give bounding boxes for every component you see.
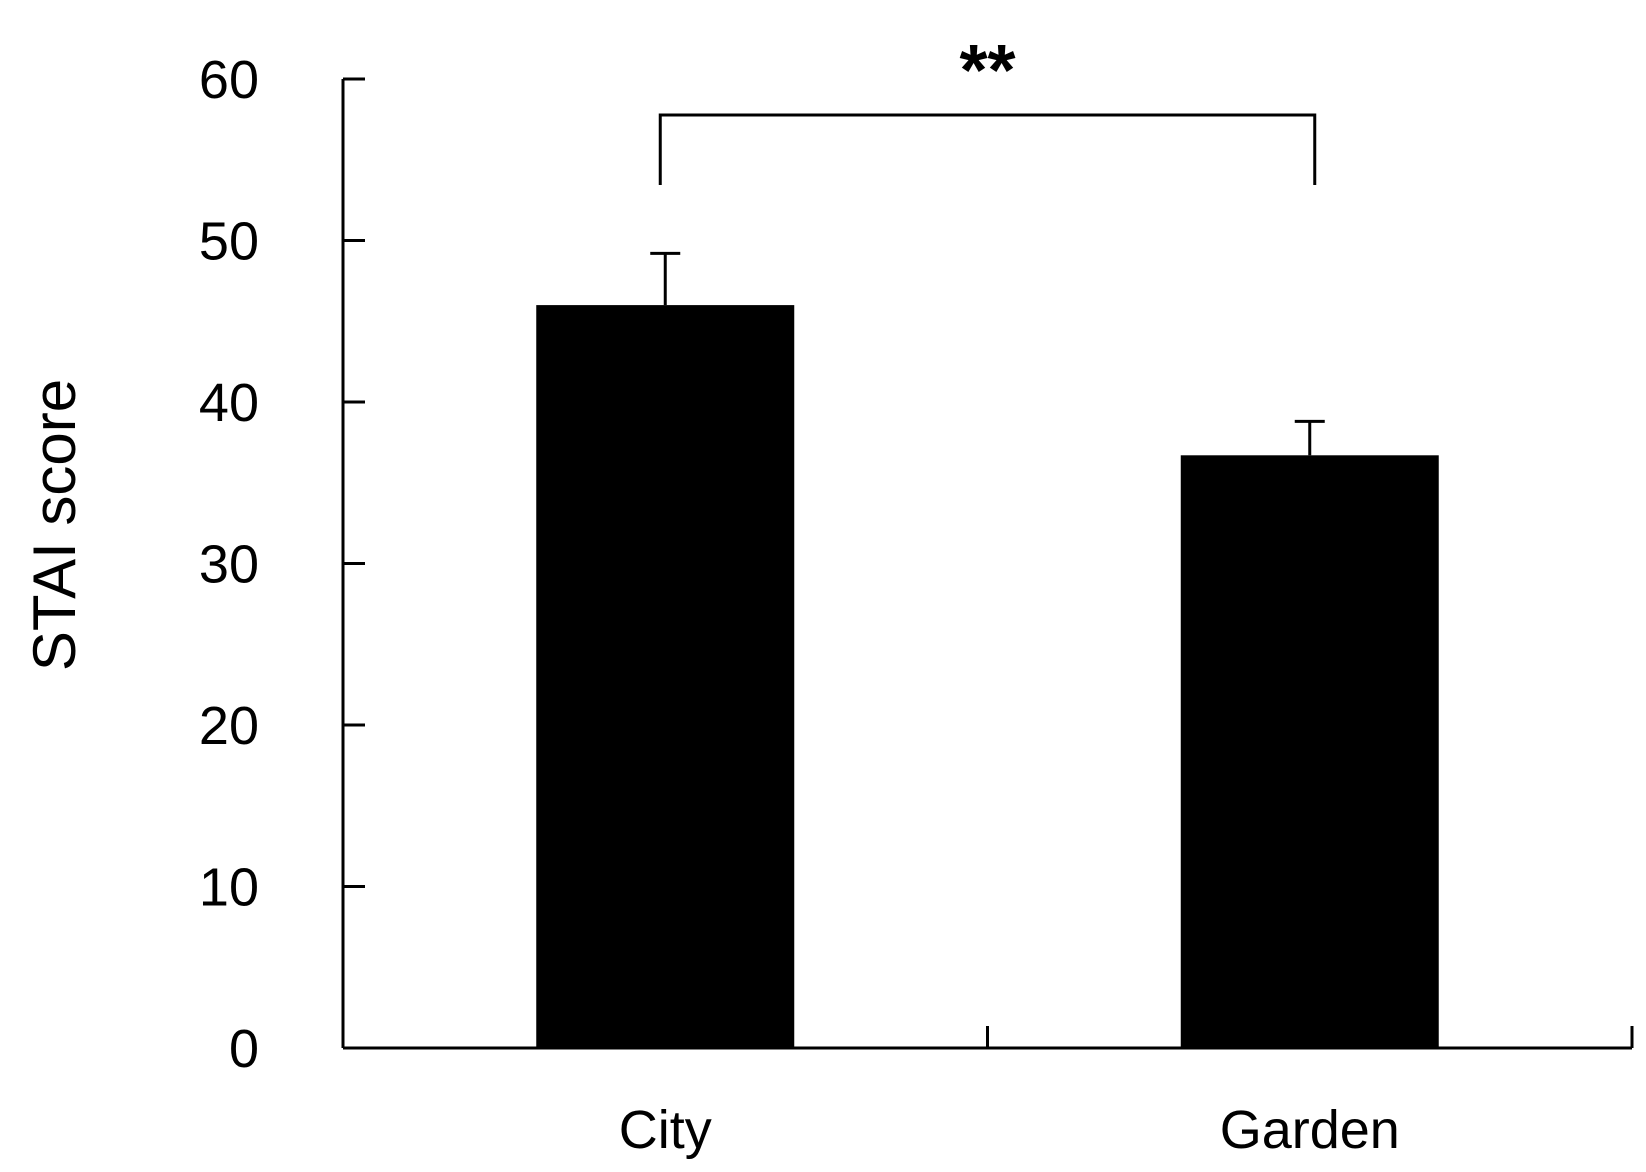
x-tick-label-garden: Garden [1220,1100,1400,1160]
x-tick-label-city: City [619,1100,712,1160]
x-axis-tick-labels: City Garden [619,1100,1400,1160]
y-axis-ticks [343,77,365,1050]
y-tick-label-0: 0 [229,1019,259,1079]
bar-city [536,305,795,1049]
significance-bracket: ** [658,31,1317,185]
bar-garden [1180,455,1439,1048]
error-bars [650,251,1325,456]
y-tick-label-20: 20 [199,696,259,756]
bars [536,305,1439,1049]
y-tick-label-50: 50 [199,212,259,272]
y-axis-title: STAI score [21,379,88,671]
y-tick-label-60: 60 [199,50,259,110]
y-tick-label-30: 30 [199,535,259,595]
significance-bracket-line [658,113,1317,185]
y-axis-tick-labels: 0 10 20 30 40 50 60 [199,50,259,1079]
y-tick-label-10: 10 [199,858,259,918]
y-tick-label-40: 40 [199,373,259,433]
significance-label: ** [959,31,1015,111]
x-axis-ticks [986,1026,1634,1048]
